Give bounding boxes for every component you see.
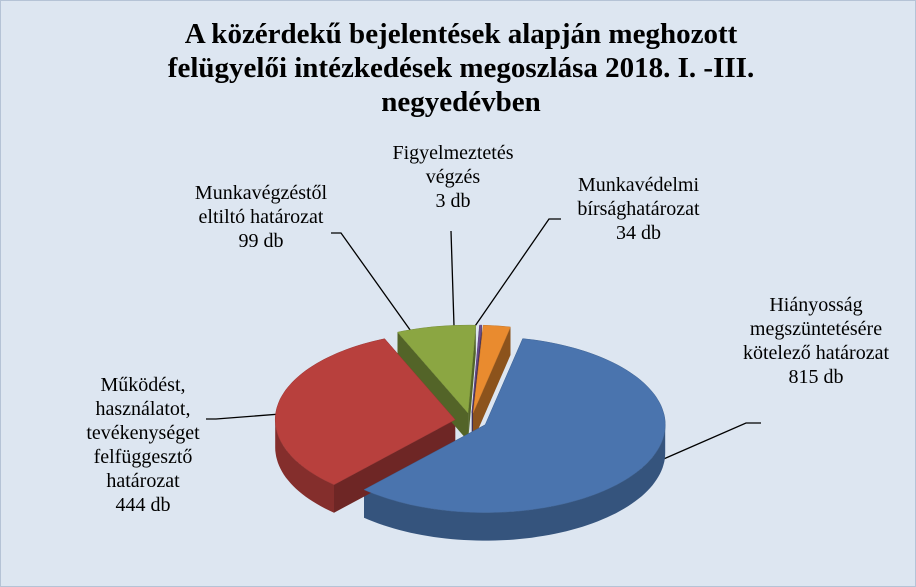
chart-title: A közérdekű bejelentések alapján meghozo… xyxy=(167,18,755,118)
slice-wall xyxy=(473,327,511,442)
value-label: 3 db xyxy=(435,190,471,212)
category-label: Munkavégzéstől eltiltó határozat xyxy=(194,182,328,228)
data-label: Hiányosság megszüntetésére kötelező hatá… xyxy=(736,293,896,389)
slice-side xyxy=(275,419,334,513)
value-label: 34 db xyxy=(616,222,661,244)
pie-slice xyxy=(363,338,666,513)
pie-slice xyxy=(472,324,511,414)
leader-line xyxy=(472,218,561,330)
leader-line xyxy=(658,422,761,462)
category-label: Munkavédelmi bírsághatározat xyxy=(577,174,700,220)
slice-wall xyxy=(468,325,476,442)
slice-side xyxy=(364,424,666,541)
category-label: Hiányosság megszüntetésére kötelező hatá… xyxy=(742,294,890,364)
leader-line xyxy=(450,230,455,327)
pie-slice xyxy=(397,324,477,414)
data-label: Figyelmeztetés végzés 3 db xyxy=(363,141,543,213)
pie-slice xyxy=(274,338,456,485)
value-label: 99 db xyxy=(238,230,284,252)
pie-tops xyxy=(274,324,666,513)
data-label: Munkavégzéstől eltiltó határozat 99 db xyxy=(176,181,346,253)
pie-slice xyxy=(471,324,483,414)
category-label: Működést, használatot, tevékenységet fel… xyxy=(86,374,200,492)
leader-line xyxy=(331,232,414,335)
data-label: Működést, használatot, tevékenységet fel… xyxy=(63,373,223,517)
value-label: 444 db xyxy=(115,494,171,516)
value-label: 815 db xyxy=(788,366,844,388)
data-label: Munkavédelmi bírsághatározat 34 db xyxy=(551,173,726,245)
category-label: Figyelmeztetés végzés xyxy=(392,142,514,188)
